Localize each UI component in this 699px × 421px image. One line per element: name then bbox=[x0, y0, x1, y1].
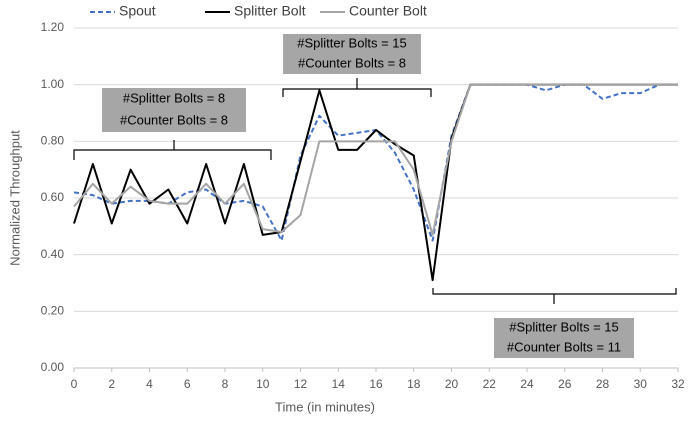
annotation: #Splitter Bolts = 8 bbox=[123, 90, 225, 105]
legend-label: Spout bbox=[119, 3, 156, 19]
annotation-box bbox=[102, 88, 246, 132]
x-tick-label: 2 bbox=[108, 377, 115, 391]
x-tick-label: 0 bbox=[71, 377, 78, 391]
y-tick-label: 0.60 bbox=[41, 190, 65, 204]
x-tick-label: 8 bbox=[222, 377, 229, 391]
x-tick-label: 22 bbox=[483, 377, 497, 391]
x-tick-label: 10 bbox=[256, 377, 270, 391]
x-tick-label: 14 bbox=[332, 377, 346, 391]
annotation: #Counter Bolts = 8 bbox=[298, 55, 406, 70]
x-tick-label: 32 bbox=[671, 377, 685, 391]
bracket bbox=[73, 140, 272, 160]
annotation-box bbox=[283, 34, 421, 74]
bracket bbox=[282, 78, 432, 97]
annotation: #Counter Bolts = 8 bbox=[120, 112, 228, 127]
y-tick-label: 0.80 bbox=[41, 134, 65, 148]
x-tick-label: 28 bbox=[596, 377, 610, 391]
annotation: #Splitter Bolts = 15 bbox=[509, 319, 618, 334]
annotation-box bbox=[494, 318, 634, 358]
annotation: #Counter Bolts = 11 bbox=[507, 339, 621, 354]
x-tick-label: 18 bbox=[407, 377, 421, 391]
y-tick-label: 0.20 bbox=[41, 304, 65, 318]
x-tick-label: 4 bbox=[146, 377, 153, 391]
x-tick-label: 6 bbox=[184, 377, 191, 391]
legend-label: Counter Bolt bbox=[349, 3, 427, 19]
y-tick-label: 1.20 bbox=[41, 20, 65, 34]
x-tick-label: 26 bbox=[558, 377, 572, 391]
legend-label: Splitter Bolt bbox=[234, 3, 306, 19]
y-axis-label: Normalized Throughput bbox=[7, 130, 22, 266]
y-tick-label: 1.00 bbox=[41, 77, 65, 91]
series-line bbox=[73, 83, 678, 236]
x-axis-label: Time (in minutes) bbox=[275, 399, 375, 414]
x-tick-label: 16 bbox=[369, 377, 383, 391]
y-tick-label: 0.00 bbox=[41, 360, 65, 374]
y-tick-label: 0.40 bbox=[41, 247, 65, 261]
x-tick-label: 30 bbox=[634, 377, 648, 391]
annotation: #Splitter Bolts = 15 bbox=[297, 35, 406, 50]
x-tick-label: 12 bbox=[294, 377, 308, 391]
x-tick-label: 24 bbox=[520, 377, 534, 391]
bracket bbox=[432, 288, 677, 304]
x-tick-label: 20 bbox=[445, 377, 459, 391]
